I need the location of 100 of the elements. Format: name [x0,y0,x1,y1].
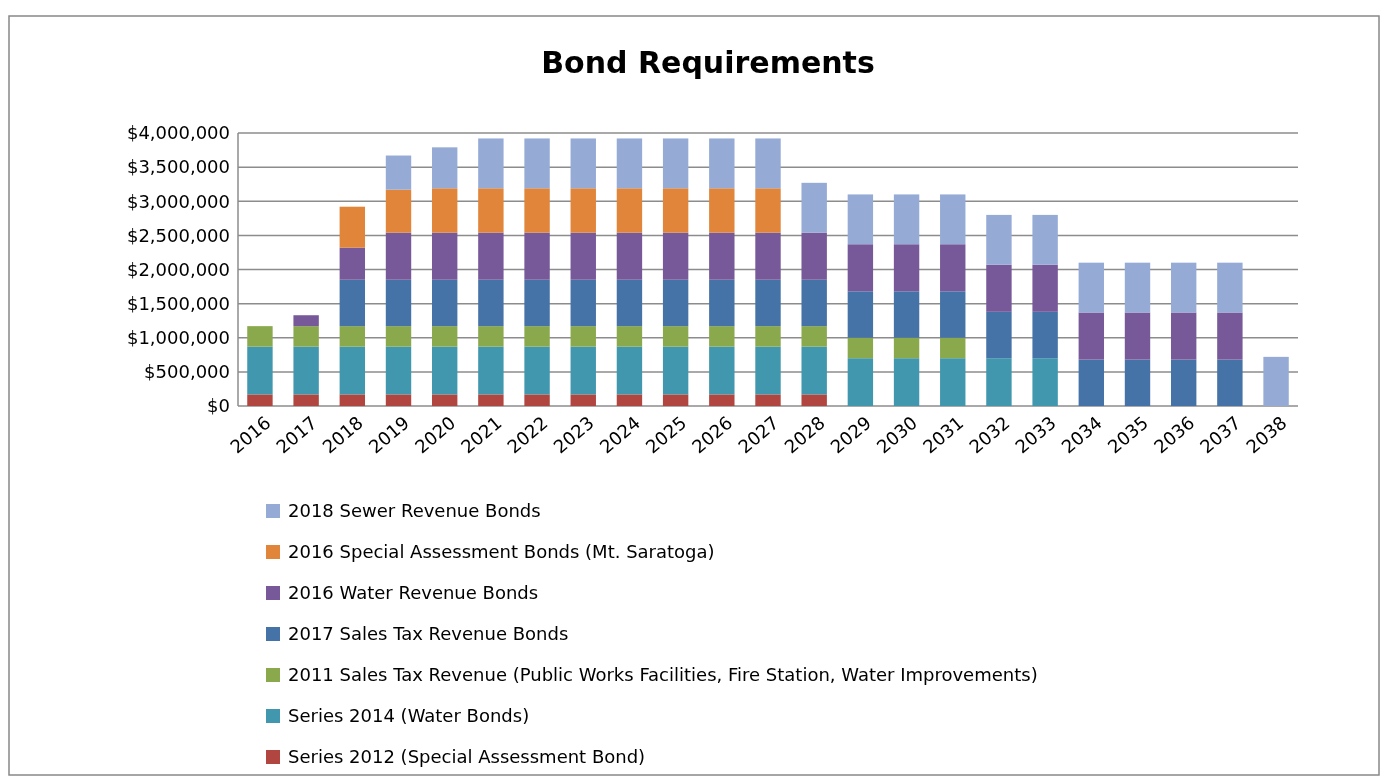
bar [616,326,643,347]
bar [847,291,874,338]
y-tick-label: $4,000,000 [126,122,230,144]
bar [940,358,966,406]
bar [662,138,689,189]
bar [755,394,781,406]
bar [616,138,643,189]
bar [431,346,458,395]
bar [431,188,458,233]
legend-label: 2018 Sewer Revenue Bonds [288,500,541,522]
bar [616,232,643,280]
bar [478,394,504,406]
bar [339,394,366,406]
bar [616,394,643,406]
bar [709,326,735,347]
legend-label: Series 2012 (Special Assessment Bond) [288,746,646,768]
bar [1032,264,1058,312]
bar [616,188,643,233]
bar [755,232,781,280]
bar [339,279,366,327]
bar [570,279,596,327]
bar [1032,214,1058,265]
legend-label: 2017 Sales Tax Revenue Bonds [288,623,569,645]
legend-label: Series 2014 (Water Bonds) [288,705,530,727]
bar [986,311,1012,359]
bar [662,188,689,233]
bar [801,279,827,327]
bar [524,188,550,233]
bar [524,326,550,347]
bar [755,279,781,327]
chart-title: Bond Requirements [541,45,875,80]
bar [1124,312,1151,360]
bar [339,346,366,395]
bar [385,394,412,406]
bar [893,194,920,245]
bar [940,337,966,359]
bar [986,358,1012,406]
bar [478,232,504,280]
bar [1263,356,1289,406]
bar [431,232,458,280]
y-tick-label: $1,000,000 [126,327,230,349]
bar [986,264,1012,312]
y-tick-label: $1,500,000 [126,292,230,314]
bar [847,194,874,245]
bar [570,232,596,280]
bar [478,138,504,189]
bar [709,188,735,233]
bar [524,232,550,280]
bar [801,346,827,395]
bar [755,138,781,189]
bar [1078,262,1105,313]
bar [755,326,781,347]
bar [293,394,319,406]
bar [801,232,827,280]
bar [940,291,966,338]
bar [1032,358,1058,406]
bar [431,326,458,347]
bar [478,188,504,233]
bar [893,358,920,406]
y-tick-label: $3,000,000 [126,190,230,212]
bar [1078,359,1105,406]
bar [385,189,412,233]
bar [431,394,458,406]
bar [616,346,643,395]
bar [524,138,550,189]
y-tick-label: $2,500,000 [126,224,230,246]
bar [385,326,412,347]
bar [478,326,504,347]
bar [385,232,412,280]
bar [893,337,920,359]
bar [709,138,735,189]
legend-label: 2011 Sales Tax Revenue (Public Works Facilities, Fire Station, Water Improvements) [288,664,1038,686]
bar [570,346,596,395]
bar [847,337,874,359]
bar [339,326,366,347]
bar [385,346,412,395]
bar [755,188,781,233]
bar [662,346,689,395]
bar [478,346,504,395]
bar [570,188,596,233]
bar [1217,262,1243,313]
legend-label: 2016 Special Assessment Bonds (Mt. Saratoga) [288,541,715,563]
bar [247,326,273,347]
bar [709,394,735,406]
y-tick-label: $3,500,000 [126,156,230,178]
bar [247,394,273,406]
bar [293,346,319,395]
bar [1032,311,1058,359]
bar [1124,262,1151,313]
bar [940,194,966,245]
bar [524,279,550,327]
bar [431,147,458,189]
bar [801,182,827,233]
bar [940,244,966,292]
bar [524,346,550,395]
bar [570,326,596,347]
bar [801,394,827,406]
bar [662,394,689,406]
bar [385,155,412,190]
legend-label: 2016 Water Revenue Bonds [288,582,539,604]
